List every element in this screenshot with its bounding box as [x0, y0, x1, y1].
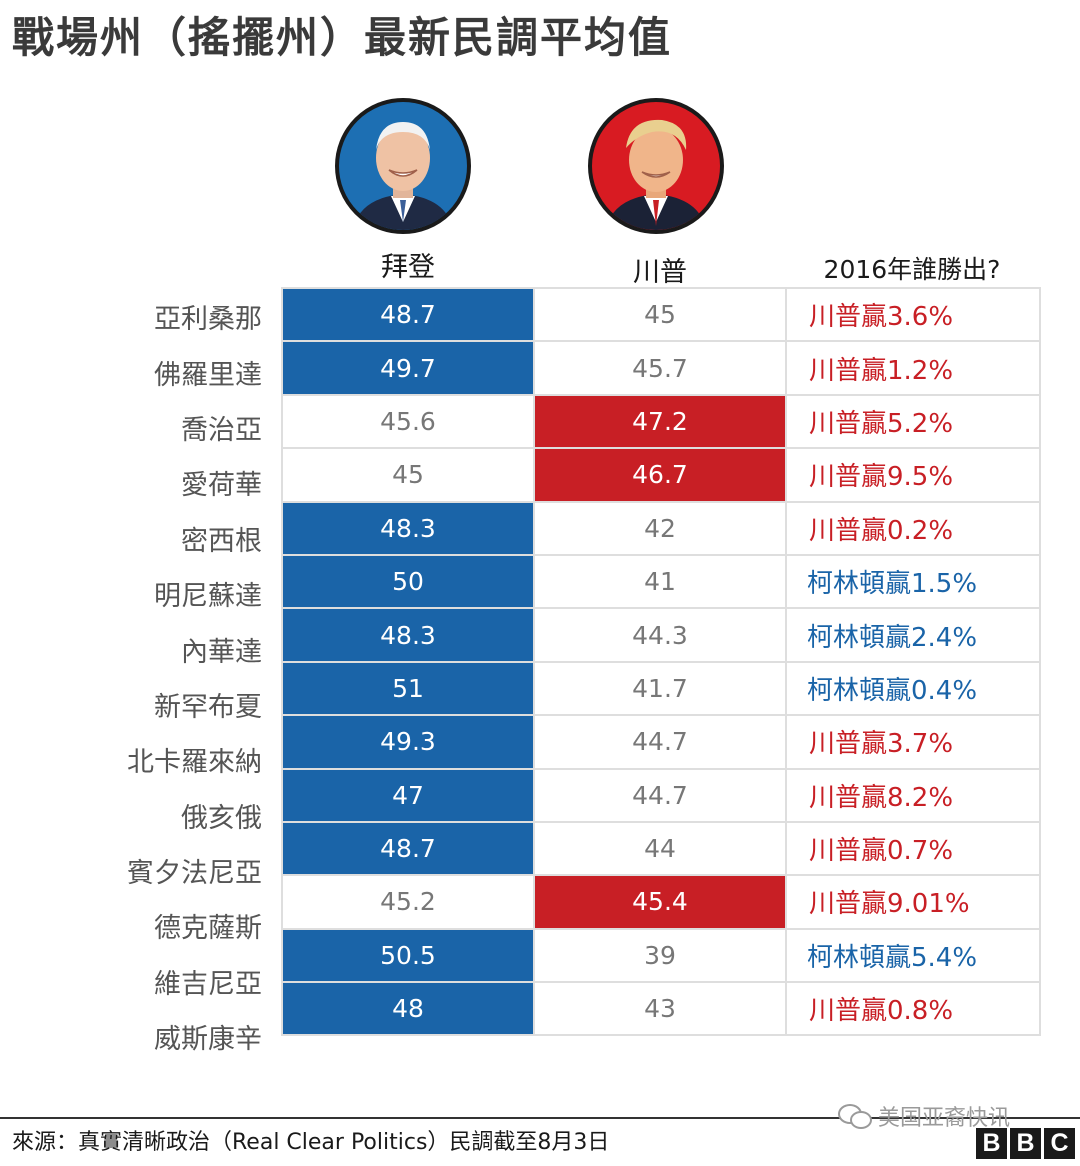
wechat-watermark: 美国亚裔快讯 [838, 1100, 1010, 1132]
result-2016: 川普贏0.7% [787, 822, 1041, 875]
result-2016: 川普贏5.2% [787, 395, 1041, 448]
trump-poll-value: 41 [535, 555, 787, 608]
trump-poll-value: 44 [535, 822, 787, 875]
result-2016: 川普贏1.2% [787, 342, 1041, 394]
chart-title: 戰場州（搖擺州）最新民調平均值 [12, 13, 673, 62]
result-2016: 川普贏9.01% [787, 876, 1041, 928]
trump-poll-value: 44.3 [535, 609, 787, 661]
state-label: 賓夕法尼亞 [127, 858, 262, 890]
biden-poll-value: 45.6 [283, 395, 535, 448]
trump-poll-value: 45 [535, 289, 787, 341]
table-row: 50 41 柯林頓贏1.5% [283, 555, 1041, 610]
state-label: 佛羅里達 [154, 359, 262, 391]
trump-poll-value: 45.7 [535, 342, 787, 394]
watermark-text: 美国亚裔快讯 [878, 1106, 1011, 1131]
state-label: 德克薩斯 [154, 913, 262, 945]
table-row: 49.3 44.7 川普贏3.7% [283, 716, 1041, 770]
result-2016: 川普贏9.5% [787, 449, 1041, 501]
biden-poll-value: 51 [283, 662, 535, 715]
table-row: 50.5 39 柯林頓贏5.4% [283, 929, 1041, 984]
result-2016: 川普贏3.7% [787, 716, 1041, 768]
biden-poll-value: 49.7 [283, 342, 535, 394]
biden-portrait [335, 98, 471, 234]
trump-poll-value: 46.7 [535, 449, 787, 501]
table-row: 48 43 川普贏0.8% [283, 983, 1041, 1037]
bbc-logo: B B C [976, 1128, 1075, 1159]
footer-divider [0, 1117, 1080, 1119]
biden-poll-value: 48.3 [283, 502, 535, 554]
column-header-biden: 拜登 [381, 252, 435, 283]
result-2016: 柯林頓贏1.5% [787, 555, 1041, 608]
trump-poll-value: 42 [535, 502, 787, 554]
table-row: 48.7 45 川普贏3.6% [283, 289, 1041, 343]
trump-poll-value: 43 [535, 983, 787, 1035]
trump-poll-value: 45.4 [535, 876, 787, 928]
state-label: 愛荷華 [181, 470, 262, 502]
state-label: 喬治亞 [181, 414, 262, 446]
state-label: 內華達 [181, 636, 262, 668]
biden-poll-value: 47 [283, 769, 535, 821]
table-row: 45 46.7 川普贏9.5% [283, 449, 1041, 503]
biden-poll-value: 48.7 [283, 289, 535, 341]
trump-poll-value: 44.7 [535, 769, 787, 821]
state-label: 明尼蘇達 [154, 581, 262, 613]
state-label: 亞利桑那 [154, 304, 262, 336]
bbc-logo-letter: C [1044, 1128, 1075, 1159]
result-2016: 柯林頓贏2.4% [787, 609, 1041, 661]
result-2016: 川普贏0.2% [787, 502, 1041, 554]
trump-poll-value: 41.7 [535, 662, 787, 715]
biden-poll-value: 48.7 [283, 822, 535, 875]
wechat-icon [838, 1104, 872, 1129]
column-header-2016-result: 2016年誰勝出? [823, 255, 1001, 284]
table-row: 47 44.7 川普贏8.2% [283, 769, 1041, 823]
table-row: 45.2 45.4 川普贏9.01% [283, 876, 1041, 930]
state-label: 新罕布夏 [154, 691, 262, 723]
state-label: 維吉尼亞 [154, 968, 262, 1000]
result-2016: 柯林頓贏0.4% [787, 662, 1041, 715]
bbc-logo-letter: B [976, 1128, 1007, 1159]
state-label-column: 亞利桑那佛羅里達喬治亞愛荷華密西根明尼蘇達內華達新罕布夏北卡羅來納俄亥俄賓夕法尼… [0, 289, 262, 1064]
result-2016: 柯林頓贏5.4% [787, 929, 1041, 982]
bbc-logo-letter: B [1010, 1128, 1041, 1159]
source-note: 來源：真實清晰政治（Real Clear Politics）民調截至8月3日 [12, 1130, 610, 1155]
table-row: 45.6 47.2 川普贏5.2% [283, 395, 1041, 450]
result-2016: 川普贏8.2% [787, 769, 1041, 821]
state-label: 密西根 [181, 525, 262, 557]
biden-poll-value: 48 [283, 983, 535, 1035]
trump-poll-value: 39 [535, 929, 787, 982]
biden-poll-value: 50.5 [283, 929, 535, 982]
biden-poll-value: 45.2 [283, 876, 535, 928]
column-header-trump: 川普 [633, 257, 687, 288]
poll-table: 48.7 45 川普贏3.6% 49.7 45.7 川普贏1.2% 45.6 47.2 川普贏5… [281, 287, 1041, 1037]
table-row: 49.7 45.7 川普贏1.2% [283, 342, 1041, 396]
table-row: 48.3 42 川普贏0.2% [283, 502, 1041, 556]
trump-poll-value: 47.2 [535, 395, 787, 448]
state-label: 威斯康辛 [154, 1024, 262, 1056]
table-row: 51 41.7 柯林頓贏0.4% [283, 662, 1041, 717]
biden-poll-value: 48.3 [283, 609, 535, 661]
trump-poll-value: 44.7 [535, 716, 787, 768]
result-2016: 川普贏3.6% [787, 289, 1041, 341]
state-label: 俄亥俄 [181, 802, 262, 834]
biden-poll-value: 50 [283, 555, 535, 608]
table-row: 48.7 44 川普贏0.7% [283, 822, 1041, 877]
result-2016: 川普贏0.8% [787, 983, 1041, 1035]
trump-portrait [588, 98, 724, 234]
table-row: 48.3 44.3 柯林頓贏2.4% [283, 609, 1041, 663]
biden-poll-value: 45 [283, 449, 535, 501]
biden-poll-value: 49.3 [283, 716, 535, 768]
state-label: 北卡羅來納 [127, 747, 262, 779]
